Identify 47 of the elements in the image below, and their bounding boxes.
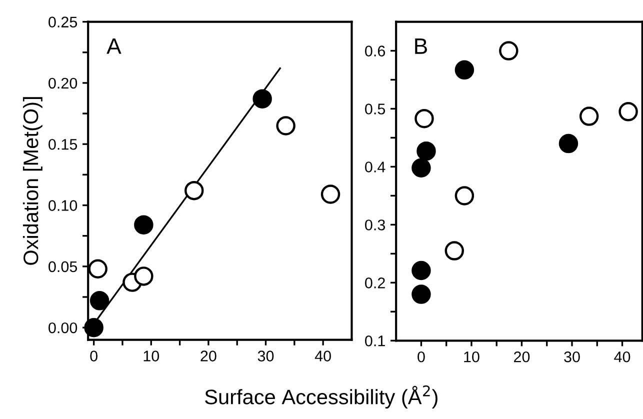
y-axis-title: Oxidation [Met(O)] [22,97,42,265]
point [84,318,104,338]
y-tick-label: 0.2 [365,278,385,288]
point [618,102,638,122]
annotation: A [106,38,122,54]
y-tick-label: 0.5 [365,104,386,114]
x-tick-label: 10 [144,350,160,362]
x-tick-label: 20 [514,351,530,362]
y-tick-label: 0.00 [48,322,78,334]
y-tick-label: 0.20 [48,78,78,89]
point [134,215,154,234]
point [90,291,110,310]
point [252,89,272,108]
x-axis-title: Surface Accessibility (Å$^{2}$) [205,385,438,408]
point [184,180,204,200]
point [416,141,436,161]
x-tick-label: 30 [564,351,580,362]
point [412,158,431,178]
point [454,60,474,80]
point [579,106,599,126]
y-tick-label: 0.25 [48,16,78,28]
x-tick-label: 30 [258,350,274,362]
x-tick-label: 20 [200,350,216,362]
point [412,260,431,280]
point [134,266,154,286]
x-tick-label: 40 [314,350,331,362]
point [558,134,578,154]
point [444,241,464,260]
x-tick-label: 0 [418,351,425,362]
y-tick-label: 0.1 [365,336,385,346]
y-tick-label: 0.3 [365,220,385,230]
point [276,116,296,136]
point [499,41,518,60]
point [88,259,108,278]
y-tick-label: 0.15 [48,138,78,150]
x-tick-label: 40 [614,351,630,362]
x-tick-label: 10 [464,351,480,362]
y-tick-label: 0.4 [365,162,386,172]
point [414,108,434,128]
point [454,186,474,206]
x-tick-label: 0 [90,350,98,362]
point [412,284,431,304]
y-tick-label: 0.05 [48,261,78,272]
point [320,184,340,204]
y-tick-label: 0.10 [48,200,78,211]
y-tick-label: 0.6 [365,46,385,56]
annotation: B [415,38,427,54]
